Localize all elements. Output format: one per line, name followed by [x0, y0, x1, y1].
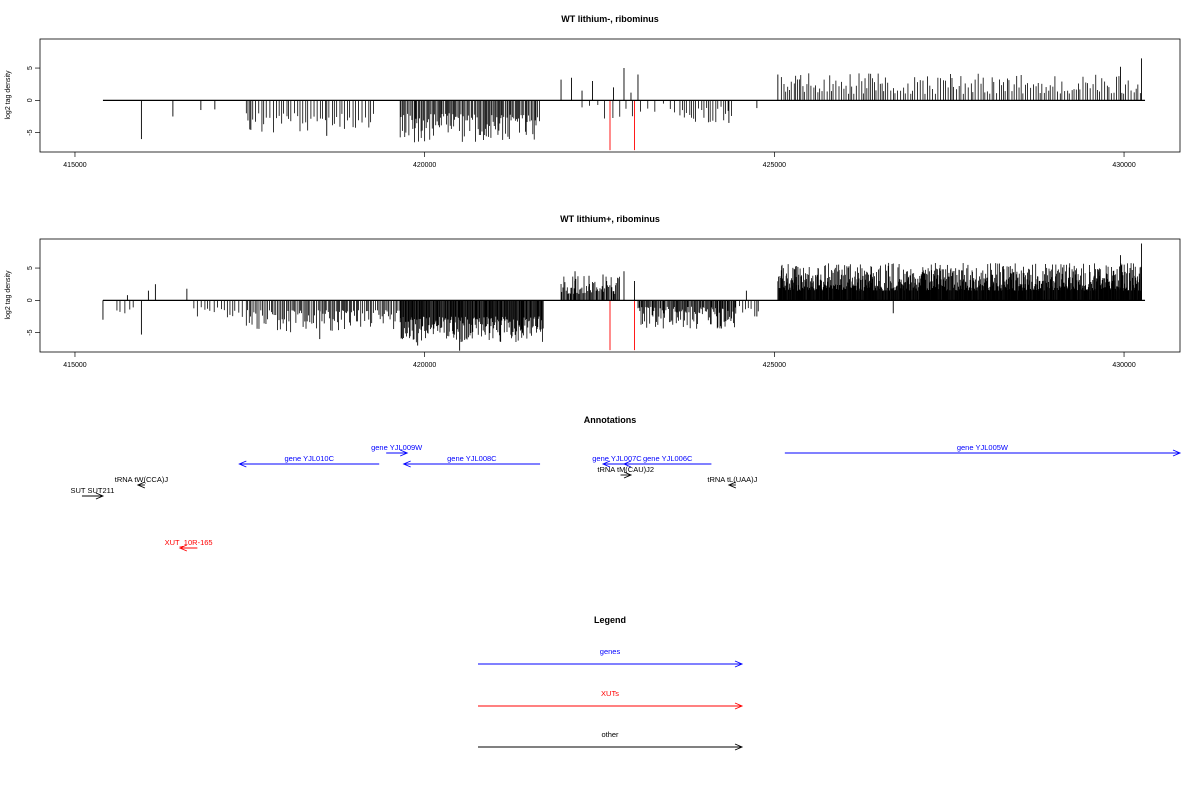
feature-label: tRNA tL(UAA)J	[707, 475, 757, 484]
annotation-feature: gene YJL005W	[784, 443, 1182, 457]
annotations-title: Annotations	[584, 415, 637, 425]
panel-1-y-axis-label: log2 tag density	[5, 70, 12, 120]
legend-item: genes	[478, 647, 744, 668]
arrow-icon	[623, 471, 633, 479]
legend-label: genes	[600, 647, 621, 656]
legend-title: Legend	[594, 615, 626, 625]
annotation-feature: gene YJL009W	[371, 443, 423, 457]
arrow-icon	[734, 743, 744, 751]
arrow-icon	[238, 460, 247, 468]
y-tick-label: 5	[27, 66, 34, 70]
panel-2-title: WT lithium+, ribominus	[560, 214, 660, 224]
legend-items: genes XUTs other	[478, 647, 744, 751]
x-tick-label: 420000	[413, 362, 436, 369]
panel-2-bars	[102, 243, 1146, 351]
arrow-icon	[402, 460, 411, 468]
annotation-feature: SUT SUT211	[71, 486, 115, 500]
y-tick-label: 0	[27, 298, 34, 302]
annotation-feature: gene YJL006C	[622, 454, 712, 468]
panel-1-bars	[102, 58, 1146, 151]
feature-label: SUT SUT211	[71, 486, 115, 495]
panel-2-plot-frame	[39, 238, 1181, 353]
x-tick-label: 415000	[63, 362, 86, 369]
legend-item: XUTs	[478, 689, 744, 710]
annotation-feature: XUT_10R-165	[165, 538, 213, 552]
arrow-icon	[601, 460, 611, 468]
feature-label: gene YJL007C	[592, 454, 642, 463]
arrow-icon	[734, 702, 744, 710]
panel-1-title: WT lithium-, ribominus	[561, 14, 659, 24]
feature-label: gene YJL006C	[643, 454, 693, 463]
arrow-icon	[734, 660, 744, 668]
x-tick-label: 425000	[763, 162, 786, 169]
arrow-icon	[95, 492, 105, 500]
legend-item: other	[478, 730, 744, 751]
legend-panel: Legend genes XUTs other	[478, 615, 744, 751]
annotation-feature: tRNA tM(CAU)J2	[597, 465, 654, 479]
x-tick-label: 430000	[1112, 362, 1135, 369]
x-tick-label: 420000	[413, 162, 436, 169]
panel-1: WT lithium-, ribominus log2 tag density …	[5, 14, 1181, 169]
legend-label: XUTs	[601, 689, 619, 698]
feature-label: gene YJL005W	[957, 443, 1009, 452]
y-tick-label: 0	[27, 98, 34, 102]
x-tick-label: 425000	[763, 362, 786, 369]
arrow-icon	[1172, 449, 1182, 457]
panel-1-y-axis: -5 0 5	[27, 66, 40, 136]
x-tick-label: 415000	[63, 162, 86, 169]
annotation-feature: tRNA tL(UAA)J	[707, 475, 758, 489]
feature-label: tRNA tM(CAU)J2	[597, 465, 654, 474]
arrow-icon	[727, 481, 737, 489]
annotation-feature: tRNA tW(CCA)J	[115, 475, 169, 489]
annotation-feature: gene YJL008C	[402, 454, 541, 468]
panel-2-x-axis: 415000 420000 425000 430000	[63, 352, 1136, 369]
feature-label: tRNA tW(CCA)J	[115, 475, 169, 484]
panel-1-x-axis: 415000 420000 425000 430000	[63, 152, 1136, 169]
panel-1-plot-frame	[39, 38, 1181, 153]
annotation-feature: gene YJL010C	[238, 454, 380, 468]
arrow-icon	[400, 449, 409, 457]
arrow-icon	[622, 460, 632, 468]
arrow-icon	[136, 481, 146, 489]
panel-2: WT lithium+, ribominus log2 tag density …	[5, 214, 1181, 369]
arrow-icon	[178, 544, 188, 552]
panel-2-y-axis: -5 0 5	[27, 266, 40, 336]
y-tick-label: 5	[27, 266, 34, 270]
annotation-features: gene YJL010C gene YJL009W gene YJL008C gene…	[71, 443, 1182, 552]
y-tick-label: -5	[27, 329, 34, 335]
feature-label: XUT_10R-165	[165, 538, 213, 547]
y-tick-label: -5	[27, 129, 34, 135]
x-tick-label: 430000	[1112, 162, 1135, 169]
feature-label: gene YJL008C	[447, 454, 497, 463]
feature-label: gene YJL010C	[285, 454, 335, 463]
feature-label: gene YJL009W	[371, 443, 423, 452]
legend-label: other	[601, 730, 619, 739]
panel-2-y-axis-label: log2 tag density	[5, 270, 12, 320]
